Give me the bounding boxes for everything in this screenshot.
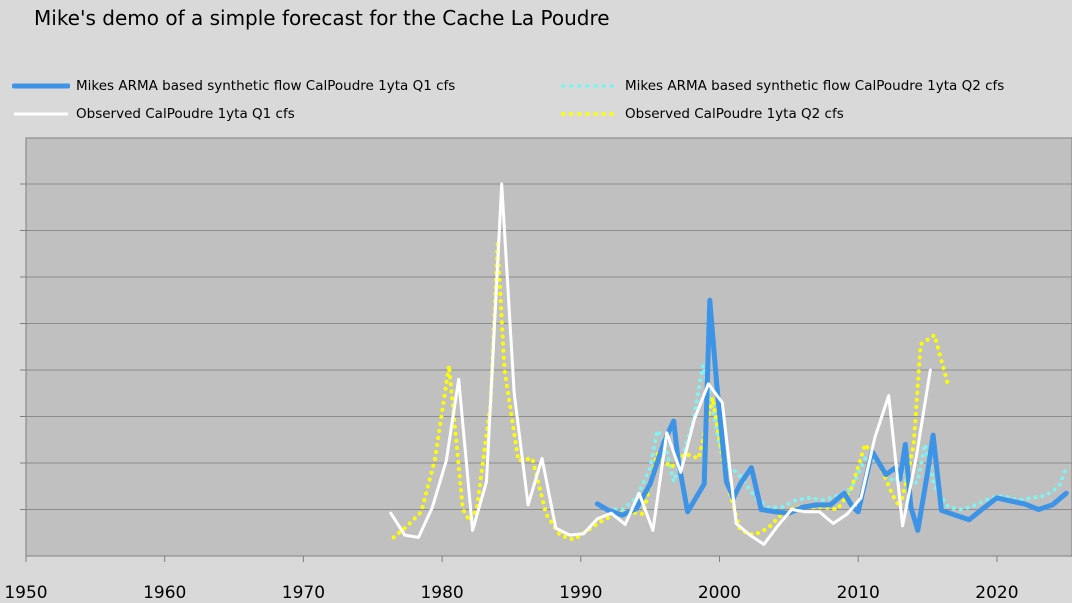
legend-label-observed-q1: Observed CalPoudre 1yta Q1 cfs bbox=[76, 106, 295, 122]
series-lines bbox=[389, 182, 1069, 546]
legend-item-observed-q1: Observed CalPoudre 1yta Q1 cfs bbox=[12, 104, 295, 124]
series-line-1 bbox=[606, 363, 1069, 512]
x-tick-label-2000: 2000 bbox=[698, 583, 741, 603]
x-tick-label-2010: 2010 bbox=[837, 583, 880, 603]
legend-label-synthetic-q2: Mikes ARMA based synthetic flow CalPoudr… bbox=[625, 78, 1005, 94]
x-axis-ticks: 1950 1960 1970 1980 1990 2000 2010 2020 bbox=[4, 556, 1019, 603]
legend-swatch-observed-q2 bbox=[561, 112, 619, 116]
legend-swatch-synthetic-q2 bbox=[561, 84, 619, 88]
series-line-0 bbox=[594, 297, 1069, 533]
legend-item-synthetic-q2: Mikes ARMA based synthetic flow CalPoudr… bbox=[561, 76, 1004, 96]
x-tick-label-1970: 1970 bbox=[282, 583, 325, 603]
x-tick-label-1980: 1980 bbox=[420, 583, 463, 603]
legend-label-synthetic-q1: Mikes ARMA based synthetic flow CalPoudr… bbox=[76, 78, 456, 94]
legend-item-synthetic-q1: Mikes ARMA based synthetic flow CalPoudr… bbox=[12, 76, 455, 96]
x-tick-label-1960: 1960 bbox=[143, 583, 186, 603]
chart-title: Mike's demo of a simple forecast for the… bbox=[34, 6, 610, 30]
legend-item-observed-q2: Observed CalPoudre 1yta Q2 cfs bbox=[561, 104, 844, 124]
x-tick-label-1990: 1990 bbox=[559, 583, 602, 603]
gridlines bbox=[20, 183, 1072, 510]
legend-swatch-observed-q1 bbox=[14, 112, 68, 116]
legend-swatch-synthetic-q1 bbox=[12, 83, 70, 89]
x-tick-label-1950: 1950 bbox=[4, 583, 47, 603]
legend-label-observed-q2: Observed CalPoudre 1yta Q2 cfs bbox=[625, 106, 844, 122]
series-line-2 bbox=[389, 182, 932, 546]
x-tick-label-2020: 2020 bbox=[975, 583, 1018, 603]
